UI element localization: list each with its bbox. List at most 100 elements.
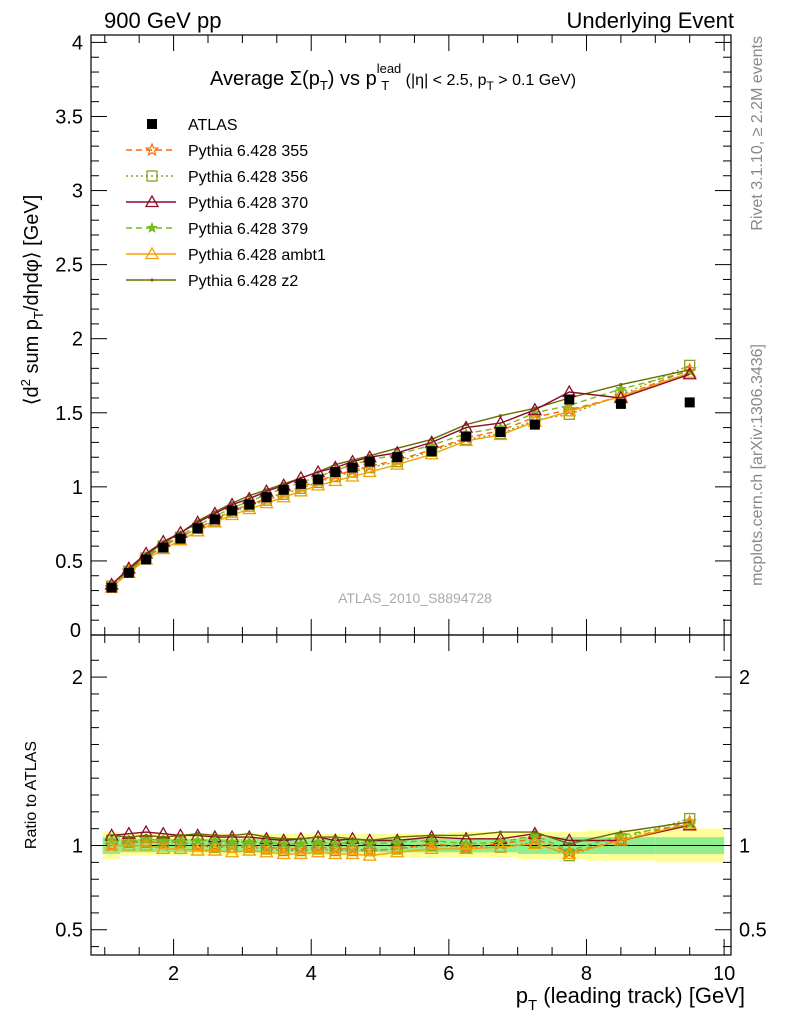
data-point (562, 403, 577, 417)
data-point (682, 366, 697, 380)
ratio-series-pythia-6-428-z2 (110, 820, 692, 846)
data-point (498, 414, 503, 418)
legend-marker (150, 278, 154, 282)
x-axis-label: pT (leading track) [GeV] (516, 983, 745, 1014)
ratio-point (346, 844, 359, 857)
ratio-point (226, 836, 238, 848)
ratio-point (276, 846, 291, 860)
ylabel-c: /dηdφ⟩ [GeV] (21, 195, 43, 311)
y-tick-label-zero: 0 (70, 620, 81, 642)
data-point (313, 474, 324, 485)
legend: ATLAS Pythia 6.428 355 Pythia 6.428 356 Pyt… (126, 117, 326, 290)
series-pythia-6-428-355 (104, 362, 697, 594)
mcplots-label: mcplots.cern.ch [arXiv:1306.3436] (749, 344, 766, 586)
data-point (682, 365, 697, 378)
y-tick-label: 4 (72, 32, 83, 54)
ratio-series-pythia-6-428-ambt1 (104, 816, 697, 861)
ratio-point (277, 837, 290, 849)
ratio-point (127, 835, 131, 839)
ratio-point (110, 833, 114, 838)
ylabel-sup: 2 (18, 379, 33, 386)
title-end: > 0.1 GeV) (494, 72, 576, 89)
data-point (276, 489, 291, 503)
legend-label: Pythia 6.428 356 (188, 169, 308, 186)
x-tick-label: 6 (443, 963, 454, 985)
legend-label: Pythia 6.428 379 (188, 221, 308, 238)
legend-label: Pythia 6.428 z2 (188, 273, 298, 290)
x-tick-label: 8 (581, 963, 592, 985)
ratio-point (190, 843, 205, 856)
ratio-point (346, 836, 359, 848)
ratio-point (178, 833, 183, 838)
rivet-version-label: Rivet 3.1.10, ≥ 2.2M events (749, 36, 766, 231)
data-point (259, 495, 274, 509)
data-point (209, 514, 220, 525)
header-right: Underlying Event (566, 8, 734, 33)
data-point (123, 567, 134, 578)
legend-marker (146, 170, 158, 182)
data-point (392, 452, 403, 463)
xlabel-b: (leading track) [GeV] (537, 983, 745, 1008)
data-point (278, 484, 289, 495)
legend-marker (147, 119, 157, 129)
data-point (562, 402, 577, 416)
legend-marker (144, 246, 160, 260)
ratio-y-tick-label-right: 1 (739, 836, 750, 858)
data-point (426, 446, 437, 457)
ratio-point (493, 839, 508, 853)
ratio-point (562, 846, 577, 860)
ratio-point (363, 837, 376, 849)
data-point (461, 431, 472, 442)
ratio-point (144, 833, 148, 838)
data-point (244, 499, 255, 510)
ratio-point (390, 844, 405, 858)
ratio-point (619, 830, 623, 834)
ratio-point (276, 841, 291, 855)
ratio-point (362, 848, 377, 861)
data-point (293, 483, 309, 497)
data-point (495, 427, 506, 438)
ratio-panel: 0.5 0.5 1 1 2 2 2 4 6 8 10 Ratio to ATLAS pT (lead… (23, 634, 767, 1014)
ratio-point (567, 842, 571, 846)
data-point (158, 542, 169, 553)
data-point (192, 523, 203, 534)
xlabel-sub: T (528, 997, 537, 1014)
series-pythia-6-428-370 (104, 366, 697, 590)
ratio-point (242, 843, 257, 856)
legend-label: Pythia 6.428 370 (188, 195, 308, 212)
ratio-point (464, 833, 468, 838)
ratio-point (310, 839, 326, 854)
legend-label: ATLAS (188, 117, 238, 134)
x-tick-label: 4 (306, 963, 317, 985)
ratio-point (259, 844, 274, 858)
data-point (615, 398, 626, 409)
ratio-point (310, 844, 326, 858)
ratio-point (430, 833, 434, 838)
ylabel-sub: T (31, 311, 46, 319)
header-left: 900 GeV pp (104, 8, 221, 33)
ratio-point (316, 835, 320, 839)
ratio-point (295, 837, 307, 849)
y-tick-label: 2 (72, 329, 83, 351)
ratio-point (207, 843, 222, 856)
ratio-point (395, 835, 399, 839)
main-title: Average Σ(pT) vs plead T (|η| < 2.5, pT >… (210, 61, 576, 93)
ratio-point (362, 843, 377, 857)
series-pythia-6-428-ambt1 (104, 365, 697, 593)
ratio-point (209, 834, 221, 846)
data-point (106, 582, 117, 593)
title-sub3: T (486, 79, 494, 93)
ratio-line (111, 822, 690, 852)
ratio-point (156, 834, 171, 849)
ratio-point (688, 820, 692, 824)
x-tick-label: 2 (168, 963, 179, 985)
data-point (347, 462, 358, 473)
ratio-point (247, 832, 251, 836)
y-tick-label: 2.5 (55, 255, 83, 277)
ratio-point (161, 835, 165, 839)
ylabel-a: ⟨d (21, 386, 43, 405)
x-tick-label: 10 (713, 963, 735, 985)
ratio-point (138, 838, 154, 851)
data-point (529, 419, 540, 430)
